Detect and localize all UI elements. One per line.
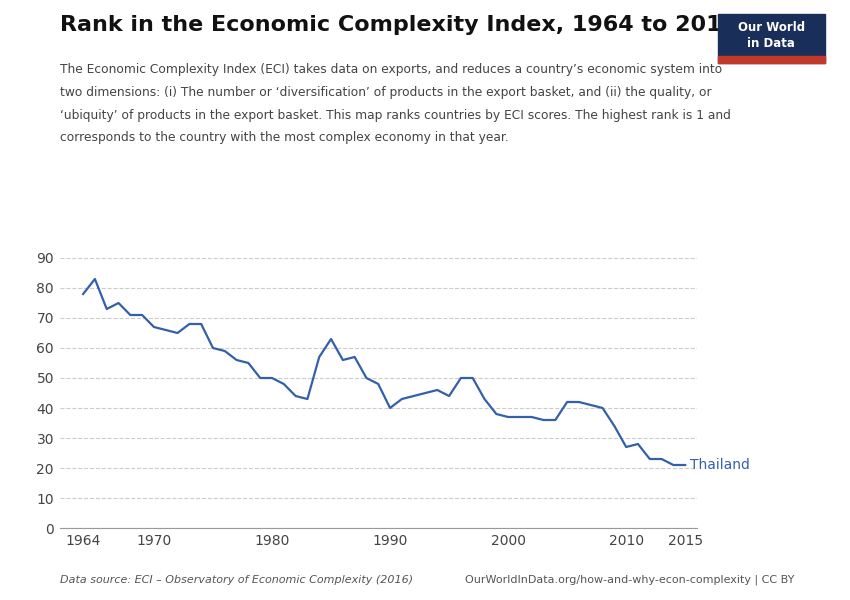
- Text: Data source: ECI – Observatory of Economic Complexity (2016): Data source: ECI – Observatory of Econom…: [60, 575, 412, 585]
- Text: corresponds to the country with the most complex economy in that year.: corresponds to the country with the most…: [60, 131, 508, 145]
- Text: two dimensions: (i) The number or ‘diversification’ of products in the export ba: two dimensions: (i) The number or ‘diver…: [60, 86, 711, 99]
- Text: Thailand: Thailand: [690, 458, 750, 472]
- Text: Our World
in Data: Our World in Data: [738, 21, 805, 50]
- Text: OurWorldInData.org/how-and-why-econ-complexity | CC BY: OurWorldInData.org/how-and-why-econ-comp…: [466, 575, 795, 585]
- Text: Rank in the Economic Complexity Index, 1964 to 2015: Rank in the Economic Complexity Index, 1…: [60, 15, 736, 35]
- Text: The Economic Complexity Index (ECI) takes data on exports, and reduces a country: The Economic Complexity Index (ECI) take…: [60, 63, 722, 76]
- Text: ‘ubiquity’ of products in the export basket. This map ranks countries by ECI sco: ‘ubiquity’ of products in the export bas…: [60, 109, 730, 122]
